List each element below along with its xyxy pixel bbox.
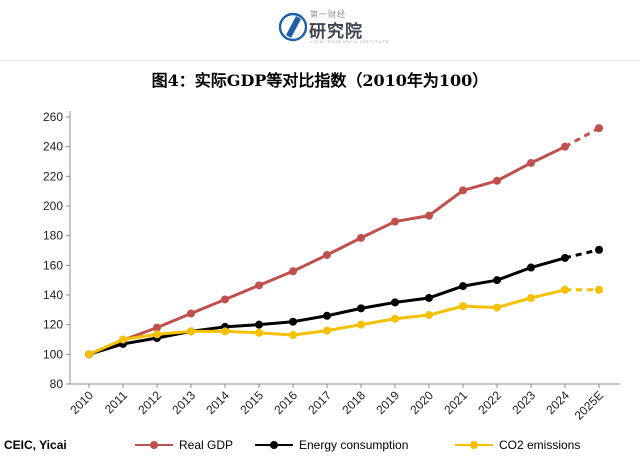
series-projection-real_gdp [564, 126, 600, 148]
x-tick-label-2010: 2010 [67, 388, 96, 417]
x-tick-label-2013: 2013 [169, 388, 198, 417]
data-point-energy-2022 [493, 276, 501, 285]
logo-main-text: 研究院 [309, 22, 363, 42]
yicai-logo-icon [279, 12, 307, 42]
legend-label: CO2 emissions [499, 438, 581, 452]
data-point-real_gdp-2017 [323, 250, 331, 259]
data-point-co2-2023 [527, 293, 535, 302]
data-point-energy-2016 [289, 317, 297, 326]
data-point-energy-2015 [255, 320, 263, 329]
data-point-real_gdp-2016 [289, 267, 297, 276]
source-note: CEIC, Yicai [4, 438, 67, 452]
data-point-real_gdp-2012 [153, 323, 161, 332]
data-point-real_gdp-2014 [221, 295, 229, 304]
legend-label: Real GDP [179, 438, 234, 452]
data-point-co2-2016 [289, 331, 297, 340]
data-point-co2-2011 [119, 335, 127, 344]
y-tick-label: 220 [43, 169, 63, 183]
x-tick-label-2025E: 2025E [572, 388, 606, 422]
data-point-co2-2015 [255, 328, 263, 337]
series-line-real_gdp [87, 145, 567, 356]
logo-sub-text: YICAI RESEARCH INSTITUTE [310, 39, 390, 44]
data-point-co2-2021 [459, 302, 467, 311]
data-point-co2-2017 [323, 326, 331, 335]
x-tick-label-2015: 2015 [237, 388, 266, 417]
series-line-co2 [87, 288, 567, 356]
data-point-energy-2024 [561, 253, 569, 262]
x-tick-label-2020: 2020 [407, 388, 436, 417]
data-point-real_gdp-2013 [187, 309, 195, 318]
legend-marker [470, 441, 478, 449]
chart-title: 图4：实际GDP等对比指数（2010年为100） [151, 71, 489, 90]
data-point-co2-2024 [561, 285, 569, 294]
legend-label: Energy consumption [299, 438, 409, 452]
y-tick-label: 160 [43, 258, 63, 272]
x-tick-label-2017: 2017 [305, 388, 334, 417]
data-point-co2-2019 [391, 314, 399, 323]
legend-swatch-energy [255, 441, 293, 449]
data-point-co2-2012 [153, 330, 161, 339]
legend-marker [150, 441, 158, 449]
y-tick-label: 240 [43, 140, 63, 154]
data-point-real_gdp-2020 [425, 211, 433, 220]
y-tick-label: 120 [43, 318, 63, 332]
data-point-real_gdp-2025E [595, 124, 603, 133]
x-tick-label-2021: 2021 [441, 388, 470, 417]
data-point-energy-2025E [595, 245, 603, 254]
data-point-co2-2020 [425, 311, 433, 320]
y-tick-label: 180 [43, 229, 63, 243]
x-tick-label-2018: 2018 [339, 388, 368, 417]
series-projection-energy [564, 248, 600, 260]
y-tick-label: 200 [43, 199, 63, 213]
x-tick-label-2011: 2011 [102, 388, 130, 416]
x-tick-label-2014: 2014 [203, 388, 232, 417]
legend-marker [270, 441, 278, 449]
data-point-real_gdp-2022 [493, 176, 501, 185]
data-point-real_gdp-2019 [391, 217, 399, 226]
x-tick-label-2024: 2024 [543, 388, 572, 417]
data-point-real_gdp-2024 [561, 142, 569, 151]
x-tick-label-2019: 2019 [373, 388, 402, 417]
y-tick-label: 260 [43, 110, 63, 124]
y-tick-label: 80 [50, 377, 64, 391]
x-tick-label-2012: 2012 [135, 388, 164, 417]
chart-plot-area [85, 124, 603, 359]
data-point-energy-2023 [527, 263, 535, 272]
x-tick-label-2016: 2016 [271, 388, 300, 417]
data-point-energy-2018 [357, 304, 365, 313]
data-point-energy-2020 [425, 293, 433, 302]
y-tick-label: 140 [43, 288, 63, 302]
data-point-co2-2022 [493, 303, 501, 312]
data-point-real_gdp-2018 [357, 233, 365, 242]
data-point-real_gdp-2023 [527, 158, 535, 167]
y-tick-label: 100 [43, 347, 63, 361]
data-point-real_gdp-2021 [459, 186, 467, 195]
data-point-co2-2014 [221, 327, 229, 336]
header-divider [0, 60, 640, 61]
legend-swatch-real_gdp [135, 441, 173, 449]
data-point-energy-2019 [391, 298, 399, 307]
data-point-energy-2017 [323, 311, 331, 320]
x-tick-label-2022: 2022 [475, 388, 504, 417]
logo-top-text: 第一财经 [310, 10, 346, 19]
data-point-co2-2025E [595, 285, 603, 294]
data-point-co2-2018 [357, 320, 365, 329]
data-point-energy-2021 [459, 282, 467, 291]
header: 第一财经 研究院 YICAI RESEARCH INSTITUTE [0, 0, 640, 61]
legend-swatch-co2 [455, 441, 493, 449]
x-tick-label-2023: 2023 [509, 388, 538, 417]
data-point-real_gdp-2015 [255, 281, 263, 290]
data-point-co2-2010 [85, 350, 93, 359]
data-point-co2-2013 [187, 327, 195, 336]
